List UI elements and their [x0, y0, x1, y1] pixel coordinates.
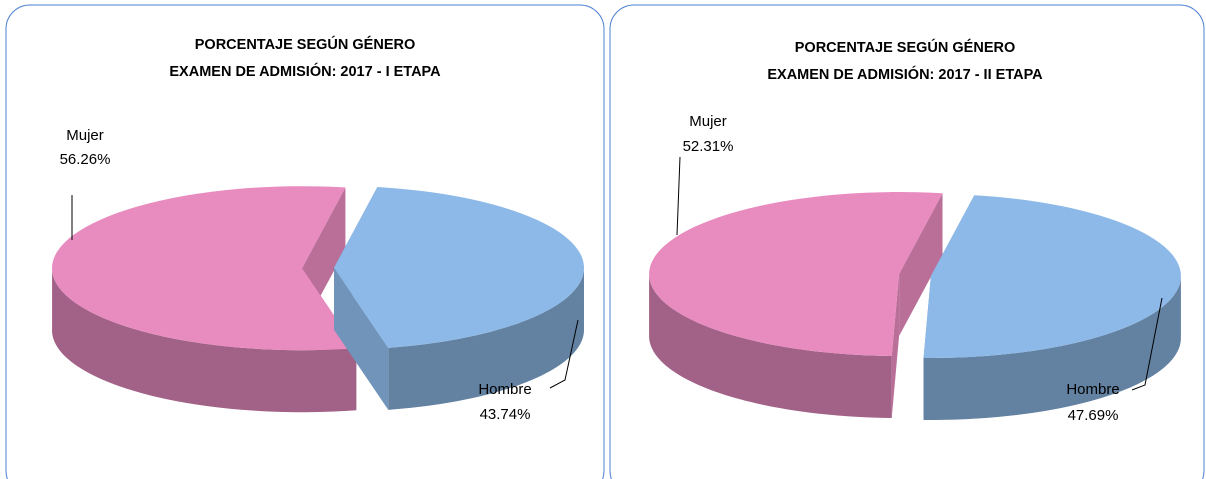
- slice-side: [923, 276, 1181, 420]
- slice: [923, 195, 1181, 358]
- slice-value-label: 56.26%: [60, 151, 111, 168]
- panel-border: [5, 4, 605, 479]
- leader-line: [1131, 297, 1163, 391]
- slice-face: [891, 274, 900, 418]
- slice-side: [649, 274, 892, 418]
- leader-line: [676, 156, 681, 236]
- slice-label: Hombre: [478, 381, 531, 398]
- slice-value-label: 52.31%: [683, 138, 734, 155]
- leader-line: [549, 319, 579, 389]
- slice: [333, 187, 584, 348]
- chart-subtitle: EXAMEN DE ADMISIÓN: 2017 - II ETAPA: [767, 65, 1043, 83]
- panel-border: [609, 4, 1205, 479]
- slice-face: [899, 193, 943, 337]
- chart-subtitle: EXAMEN DE ADMISIÓN: 2017 - I ETAPA: [169, 62, 441, 80]
- slice-label: Mujer: [66, 127, 104, 144]
- slice-side: [52, 270, 357, 413]
- chart-title: PORCENTAJE SEGÚN GÉNERO: [795, 38, 1016, 56]
- slice-side: [388, 267, 584, 410]
- slice: [52, 186, 357, 351]
- slice-value-label: 43.74%: [480, 406, 531, 423]
- slice-value-label: 47.69%: [1068, 407, 1119, 424]
- slice-label: Mujer: [689, 113, 727, 130]
- slice: [649, 192, 943, 356]
- slice-label: Hombre: [1066, 381, 1119, 398]
- slice-face: [333, 267, 389, 410]
- chart-title: PORCENTAJE SEGÚN GÉNERO: [195, 35, 416, 53]
